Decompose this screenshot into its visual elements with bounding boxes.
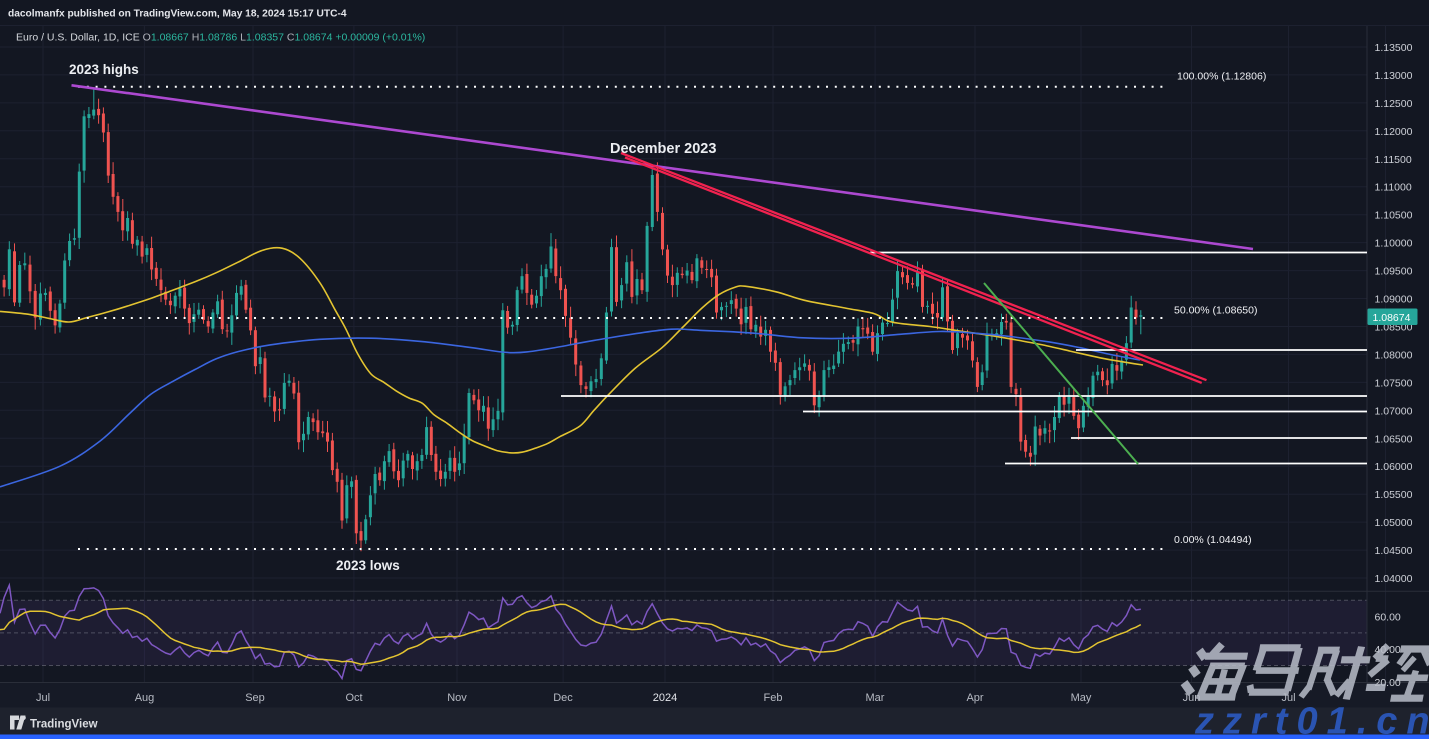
svg-text:50.00% (1.08650): 50.00% (1.08650): [1174, 305, 1257, 317]
svg-text:Nov: Nov: [447, 692, 467, 704]
svg-text:1.05000: 1.05000: [1375, 517, 1413, 529]
svg-text:1.13500: 1.13500: [1375, 42, 1413, 54]
svg-text:1.06000: 1.06000: [1375, 461, 1413, 473]
svg-text:1.04000: 1.04000: [1375, 573, 1413, 585]
svg-text:2023 highs: 2023 highs: [69, 62, 139, 77]
svg-text:Oct: Oct: [345, 692, 362, 704]
svg-text:60.00: 60.00: [1375, 612, 1401, 624]
svg-text:1.10000: 1.10000: [1375, 238, 1413, 250]
svg-text:2023 lows: 2023 lows: [336, 558, 400, 573]
svg-text:1.04500: 1.04500: [1375, 545, 1413, 557]
svg-text:Jul: Jul: [36, 692, 50, 704]
svg-text:1.12500: 1.12500: [1375, 98, 1413, 110]
svg-text:Dec: Dec: [553, 692, 573, 704]
svg-text:Aug: Aug: [135, 692, 155, 704]
svg-text:dacolmanfx published on Tradin: dacolmanfx published on TradingView.com,…: [8, 9, 347, 20]
svg-text:0.00% (1.04494): 0.00% (1.04494): [1174, 534, 1252, 546]
svg-text:May: May: [1071, 692, 1092, 704]
svg-text:1.07500: 1.07500: [1375, 377, 1413, 389]
svg-text:Jun: Jun: [1183, 692, 1201, 704]
svg-text:Euro / U.S. Dollar, 1D, ICE O1: Euro / U.S. Dollar, 1D, ICE O1.08667 H1.…: [16, 32, 425, 44]
svg-text:1.12000: 1.12000: [1375, 126, 1413, 138]
svg-text:Feb: Feb: [764, 692, 783, 704]
svg-text:1.11000: 1.11000: [1375, 182, 1412, 194]
svg-text:1.08674: 1.08674: [1373, 312, 1411, 324]
svg-text:Apr: Apr: [966, 692, 983, 704]
svg-text:1.05500: 1.05500: [1375, 489, 1413, 501]
svg-text:1.11500: 1.11500: [1375, 154, 1412, 166]
svg-text:1.06500: 1.06500: [1375, 433, 1413, 445]
svg-text:100.00% (1.12806): 100.00% (1.12806): [1177, 71, 1266, 83]
svg-text:TradingView: TradingView: [30, 719, 98, 731]
svg-text:1.13000: 1.13000: [1375, 70, 1413, 82]
svg-text:Sep: Sep: [245, 692, 265, 704]
svg-text:zzrt01.cn: zzrt01.cn: [1194, 701, 1429, 739]
svg-text:1.09500: 1.09500: [1375, 266, 1413, 278]
svg-text:1.10500: 1.10500: [1375, 210, 1413, 222]
svg-text:1.08000: 1.08000: [1375, 349, 1413, 361]
svg-text:2024: 2024: [653, 692, 677, 704]
svg-text:1.07000: 1.07000: [1375, 405, 1413, 417]
svg-text:December 2023: December 2023: [610, 141, 716, 157]
svg-text:Mar: Mar: [866, 692, 885, 704]
svg-text:1.09000: 1.09000: [1375, 294, 1413, 306]
